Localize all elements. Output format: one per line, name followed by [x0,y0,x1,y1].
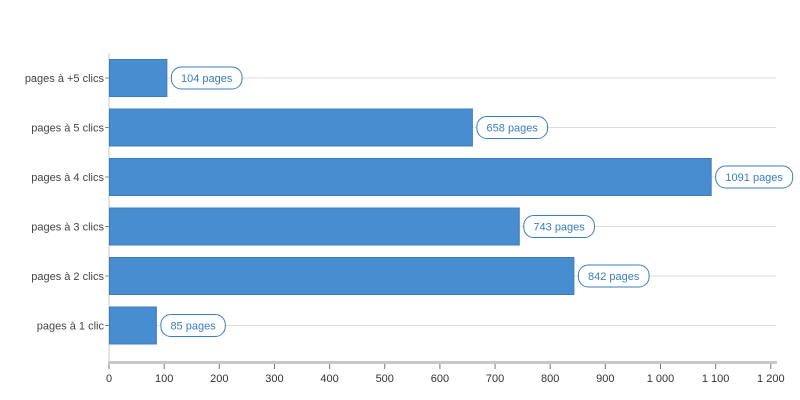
bar [109,158,712,196]
x-tick-label: 600 [431,373,449,385]
category-label: pages à 4 clics [31,172,104,184]
bar [109,108,473,147]
x-tick-label: 1 200 [757,373,785,385]
x-tick-label: 900 [596,373,614,385]
category-label: pages à 2 clics [31,271,104,283]
data-label-box [577,264,650,288]
x-tick-label: 300 [265,373,283,385]
x-tick-label: 500 [376,373,394,385]
x-tick-label: 400 [320,373,338,385]
x-tick-label: 1 100 [702,373,730,385]
data-label-box [160,314,226,337]
category-label: pages à 5 clics [31,123,104,135]
data-label-box [476,116,549,139]
data-label: 85 pages [170,321,216,333]
bar [109,59,168,97]
data-label: 1091 pages [725,172,783,184]
x-tick-label: 700 [486,373,504,385]
x-tick-label: 0 [106,373,112,385]
x-tick-label: 200 [210,373,228,385]
category-label: pages à +5 clics [25,73,105,85]
x-tick-label: 1 000 [647,373,675,385]
x-tick-label: 800 [541,373,559,385]
bar [109,257,575,295]
data-label-box [715,165,794,189]
data-label: 104 pages [181,73,233,85]
data-label: 658 pages [487,123,539,135]
x-tick-label: 100 [155,373,173,385]
data-label: 842 pages [588,271,640,283]
category-label: pages à 3 clics [31,222,104,234]
bar [109,207,520,246]
bar [109,306,157,345]
data-label-box [523,215,595,238]
data-label: 743 pages [533,222,585,234]
category-label: pages à 1 clic [37,321,105,333]
data-label-box [170,66,243,90]
x-axis-line [108,361,777,364]
